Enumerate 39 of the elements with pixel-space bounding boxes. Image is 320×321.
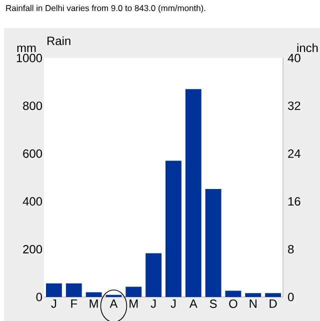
bar: [185, 89, 202, 297]
y2-tick-label: 0: [288, 292, 294, 302]
y-tick-label: 800: [23, 102, 42, 110]
bar: [46, 283, 62, 297]
bar: [146, 253, 162, 297]
y-tick-label: 600: [23, 149, 42, 158]
x-tick-label: D: [270, 300, 277, 308]
y2-tick-label: 32: [288, 102, 300, 110]
bar: [225, 290, 242, 297]
y2-tick-label: 24: [288, 149, 300, 158]
x-tick-label: M: [130, 300, 138, 308]
x-tick-label: F: [71, 300, 78, 308]
x-tick-label: M: [90, 300, 98, 308]
bar: [205, 188, 222, 297]
y2-tick-label: 40: [288, 54, 300, 62]
y-tick-label: 1000: [16, 54, 42, 62]
x-tick-label: J: [51, 300, 56, 308]
x-tick-label: A: [189, 300, 198, 308]
bar: [265, 293, 282, 297]
x-tick-label: J: [170, 300, 176, 308]
x-tick-label: O: [229, 300, 238, 308]
x-tick-label: A: [110, 300, 118, 308]
x-tick-label: J: [150, 300, 156, 308]
y-tick-label: 0: [36, 292, 42, 302]
bar: [245, 293, 262, 297]
x-tick-label: S: [210, 300, 217, 308]
y-tick-label: 400: [22, 197, 42, 206]
bar: [126, 286, 142, 297]
y2-tick-label: 16: [288, 197, 300, 206]
y-axis-title: mm: [17, 46, 36, 52]
chart-title: Rainfall in Delhi varies from 9.0 to 843.0 (mm/month).: [6, 4, 206, 13]
y-tick-label: 200: [23, 244, 42, 254]
bar: [86, 292, 102, 297]
bar: [165, 160, 182, 297]
bar: [66, 283, 82, 297]
chart-subtitle: Rain: [48, 36, 70, 46]
y2-axis-title: inch: [297, 43, 318, 52]
y2-tick-label: 8: [288, 244, 294, 254]
x-tick-label: N: [250, 300, 256, 308]
